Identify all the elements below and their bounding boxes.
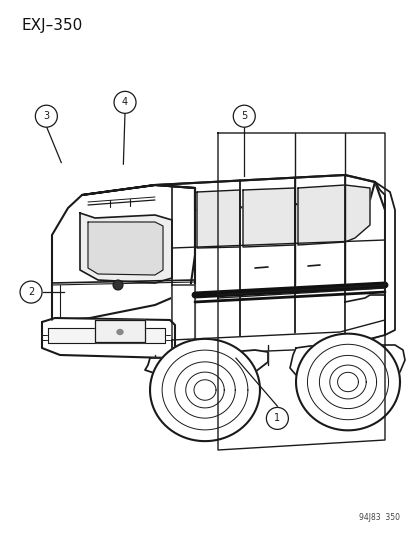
Polygon shape <box>154 175 384 352</box>
Ellipse shape <box>117 329 123 335</box>
Polygon shape <box>297 185 369 245</box>
Polygon shape <box>374 182 394 335</box>
Text: 4: 4 <box>122 98 128 107</box>
Text: 3: 3 <box>43 111 49 121</box>
Text: 5: 5 <box>240 111 247 121</box>
Polygon shape <box>42 318 175 358</box>
Polygon shape <box>171 285 195 358</box>
Circle shape <box>113 280 123 290</box>
Circle shape <box>266 407 288 430</box>
Polygon shape <box>295 334 399 430</box>
Text: 94J83  350: 94J83 350 <box>358 513 399 522</box>
Polygon shape <box>82 175 374 210</box>
Text: 1: 1 <box>274 414 280 423</box>
Polygon shape <box>150 339 259 441</box>
Polygon shape <box>88 222 163 275</box>
Text: 2: 2 <box>28 287 34 297</box>
Polygon shape <box>197 190 240 248</box>
Circle shape <box>20 281 42 303</box>
Polygon shape <box>242 188 294 247</box>
Circle shape <box>114 91 136 114</box>
Polygon shape <box>344 295 384 345</box>
Polygon shape <box>80 213 171 283</box>
Circle shape <box>35 105 57 127</box>
Circle shape <box>233 105 255 127</box>
Polygon shape <box>171 320 384 355</box>
Text: EXJ–350: EXJ–350 <box>22 18 83 33</box>
Polygon shape <box>95 320 145 342</box>
Polygon shape <box>48 328 165 343</box>
Polygon shape <box>145 350 267 378</box>
Polygon shape <box>52 185 195 320</box>
Polygon shape <box>289 345 404 380</box>
